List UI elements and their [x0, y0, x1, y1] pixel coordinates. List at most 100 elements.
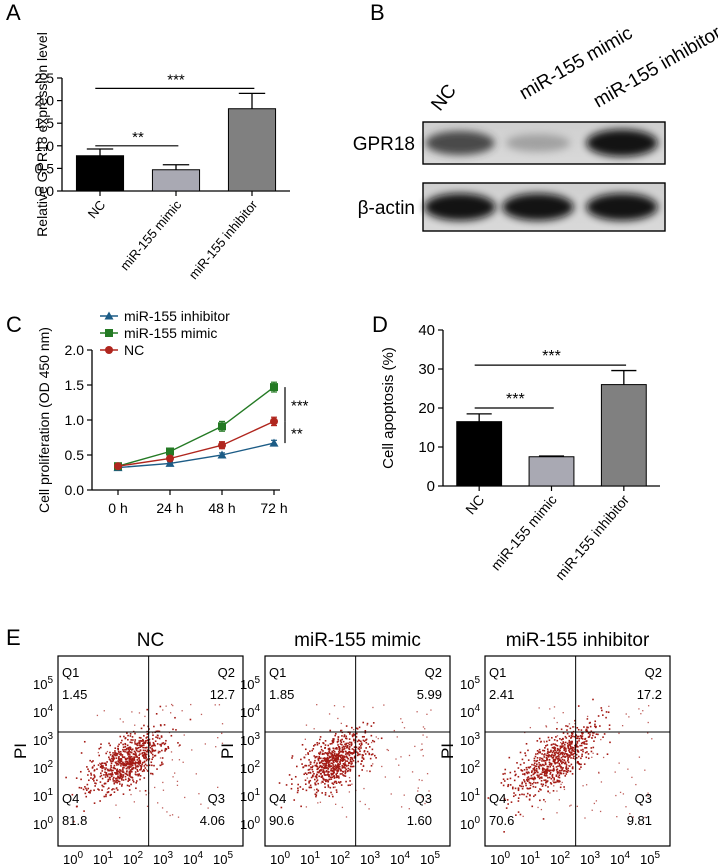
- bar: [456, 421, 503, 487]
- x-tick-label: 104: [610, 850, 630, 867]
- y-axis-label: PI: [218, 743, 237, 759]
- x-tick-label: miR-155 mimic: [488, 492, 560, 574]
- x-tick-label: 48 h: [208, 500, 235, 515]
- y-tick-label: 103: [33, 731, 53, 748]
- data-point: [114, 462, 122, 471]
- quadrant-value: 9.81: [627, 813, 652, 828]
- quadrant-value: 5.99: [417, 687, 442, 702]
- quadrant-value: 70.6: [489, 813, 514, 828]
- quadrant-value: 4.06: [200, 813, 225, 828]
- panel-label-d: D: [372, 312, 388, 337]
- x-tick-label: miR-155 inhibitor: [186, 197, 261, 282]
- y-tick-label: 20: [418, 400, 435, 417]
- y-tick-label: 1.5: [65, 377, 85, 393]
- data-point: [165, 458, 175, 467]
- y-tick-label: 105: [240, 675, 260, 692]
- data-point: [217, 450, 227, 459]
- series-line: [117, 442, 275, 469]
- series-line: [117, 420, 275, 467]
- significance-label: ***: [291, 397, 309, 414]
- data-point: [269, 438, 279, 447]
- x-tick-label: 102: [330, 850, 350, 867]
- y-axis-label: PI: [11, 743, 30, 759]
- x-tick-label: 24 h: [156, 500, 183, 515]
- panel-label-a: A: [6, 0, 21, 25]
- y-tick-label: 2.0: [35, 93, 55, 109]
- x-tick-label: miR-155 inhibitor: [552, 491, 632, 583]
- y-tick-label: 0.5: [65, 447, 85, 463]
- bar: [227, 108, 277, 192]
- y-tick-label: 1.0: [65, 412, 85, 428]
- significance-label: ***: [542, 348, 561, 365]
- quadrant-label: Q1: [269, 665, 286, 680]
- blot-row-label: β-actin: [358, 198, 415, 219]
- quadrant-value: 1.85: [269, 687, 294, 702]
- significance-label: **: [291, 425, 303, 442]
- x-tick-label: miR-155 mimic: [117, 197, 185, 273]
- y-tick-label: 103: [460, 731, 480, 748]
- y-tick-label: 0.0: [35, 183, 55, 199]
- x-tick-label: 104: [183, 850, 203, 867]
- scatter-dots: [278, 704, 432, 818]
- bar-chart-apoptosis: 0 10 20 30 40 Cell apoptosis (%) NC miR-155 mim…: [380, 322, 660, 583]
- panel-label-e: E: [6, 625, 21, 650]
- quadrant-value: 1.45: [62, 687, 87, 702]
- y-axis-label: Relative GPR18 expression level: [34, 32, 50, 237]
- plot-title: NC: [137, 630, 164, 651]
- data-point: [166, 447, 174, 456]
- quadrant-label: Q1: [62, 665, 79, 680]
- blot-row-label: GPR18: [353, 134, 415, 155]
- data-point: [270, 417, 278, 426]
- data-point: [218, 422, 226, 431]
- quadrant-label: Q3: [208, 791, 225, 806]
- legend-label: NC: [124, 342, 144, 358]
- bar: [528, 456, 575, 487]
- plot-title: miR-155 inhibitor: [506, 630, 650, 651]
- y-tick-label: 0.5: [35, 160, 55, 176]
- lane-label: NC: [427, 81, 460, 116]
- x-tick-label: 105: [640, 850, 660, 867]
- y-tick-label: 102: [240, 759, 260, 776]
- blot-band: [502, 193, 574, 221]
- y-axis-label: Cell proliferation (OD 450 nm): [36, 327, 52, 513]
- blot-band: [586, 129, 658, 157]
- x-tick-label: NC: [462, 492, 487, 518]
- significance-label: ***: [167, 71, 185, 88]
- line-chart-proliferation: 0.0 0.5 1.0 1.5 2.0 0 h 24 h 48 h 72 h Cell proli…: [36, 310, 309, 515]
- y-tick-label: 2.5: [35, 70, 55, 86]
- quadrant-value: 81.8: [62, 813, 87, 828]
- plot-title: miR-155 mimic: [294, 630, 421, 651]
- significance-label: ***: [506, 391, 525, 408]
- plot-frame: [484, 655, 671, 847]
- x-tick-label: 101: [300, 850, 320, 867]
- data-point: [270, 383, 278, 392]
- y-tick-label: 104: [460, 703, 480, 720]
- quadrant-label: Q4: [62, 791, 79, 806]
- y-tick-label: 104: [33, 703, 53, 720]
- blot-band: [505, 134, 571, 152]
- x-tick-label: 100: [63, 850, 83, 867]
- significance-label: **: [132, 129, 144, 146]
- y-tick-label: 40: [418, 322, 435, 339]
- plot-frame: [264, 655, 451, 847]
- y-tick-label: 0: [427, 478, 435, 495]
- bar: [151, 169, 201, 192]
- panel-label-b: B: [370, 0, 385, 25]
- quadrant-label: Q4: [489, 791, 506, 806]
- x-tick-label: 104: [390, 850, 410, 867]
- data-point: [105, 346, 113, 354]
- quadrant-label: Q2: [218, 665, 235, 680]
- y-tick-label: 104: [240, 703, 260, 720]
- y-tick-label: 1.0: [35, 138, 55, 154]
- legend-label: miR-155 inhibitor: [124, 310, 230, 324]
- x-tick-label: 105: [420, 850, 440, 867]
- x-tick-label: 100: [270, 850, 290, 867]
- y-tick-label: 30: [418, 361, 435, 378]
- x-tick-label: 103: [580, 850, 600, 867]
- x-tick-label: 102: [550, 850, 570, 867]
- y-tick-label: 100: [460, 815, 480, 832]
- quadrant-label: Q3: [415, 791, 432, 806]
- data-point: [218, 441, 226, 450]
- x-tick-label: 103: [153, 850, 173, 867]
- y-axis-label: PI: [438, 743, 457, 759]
